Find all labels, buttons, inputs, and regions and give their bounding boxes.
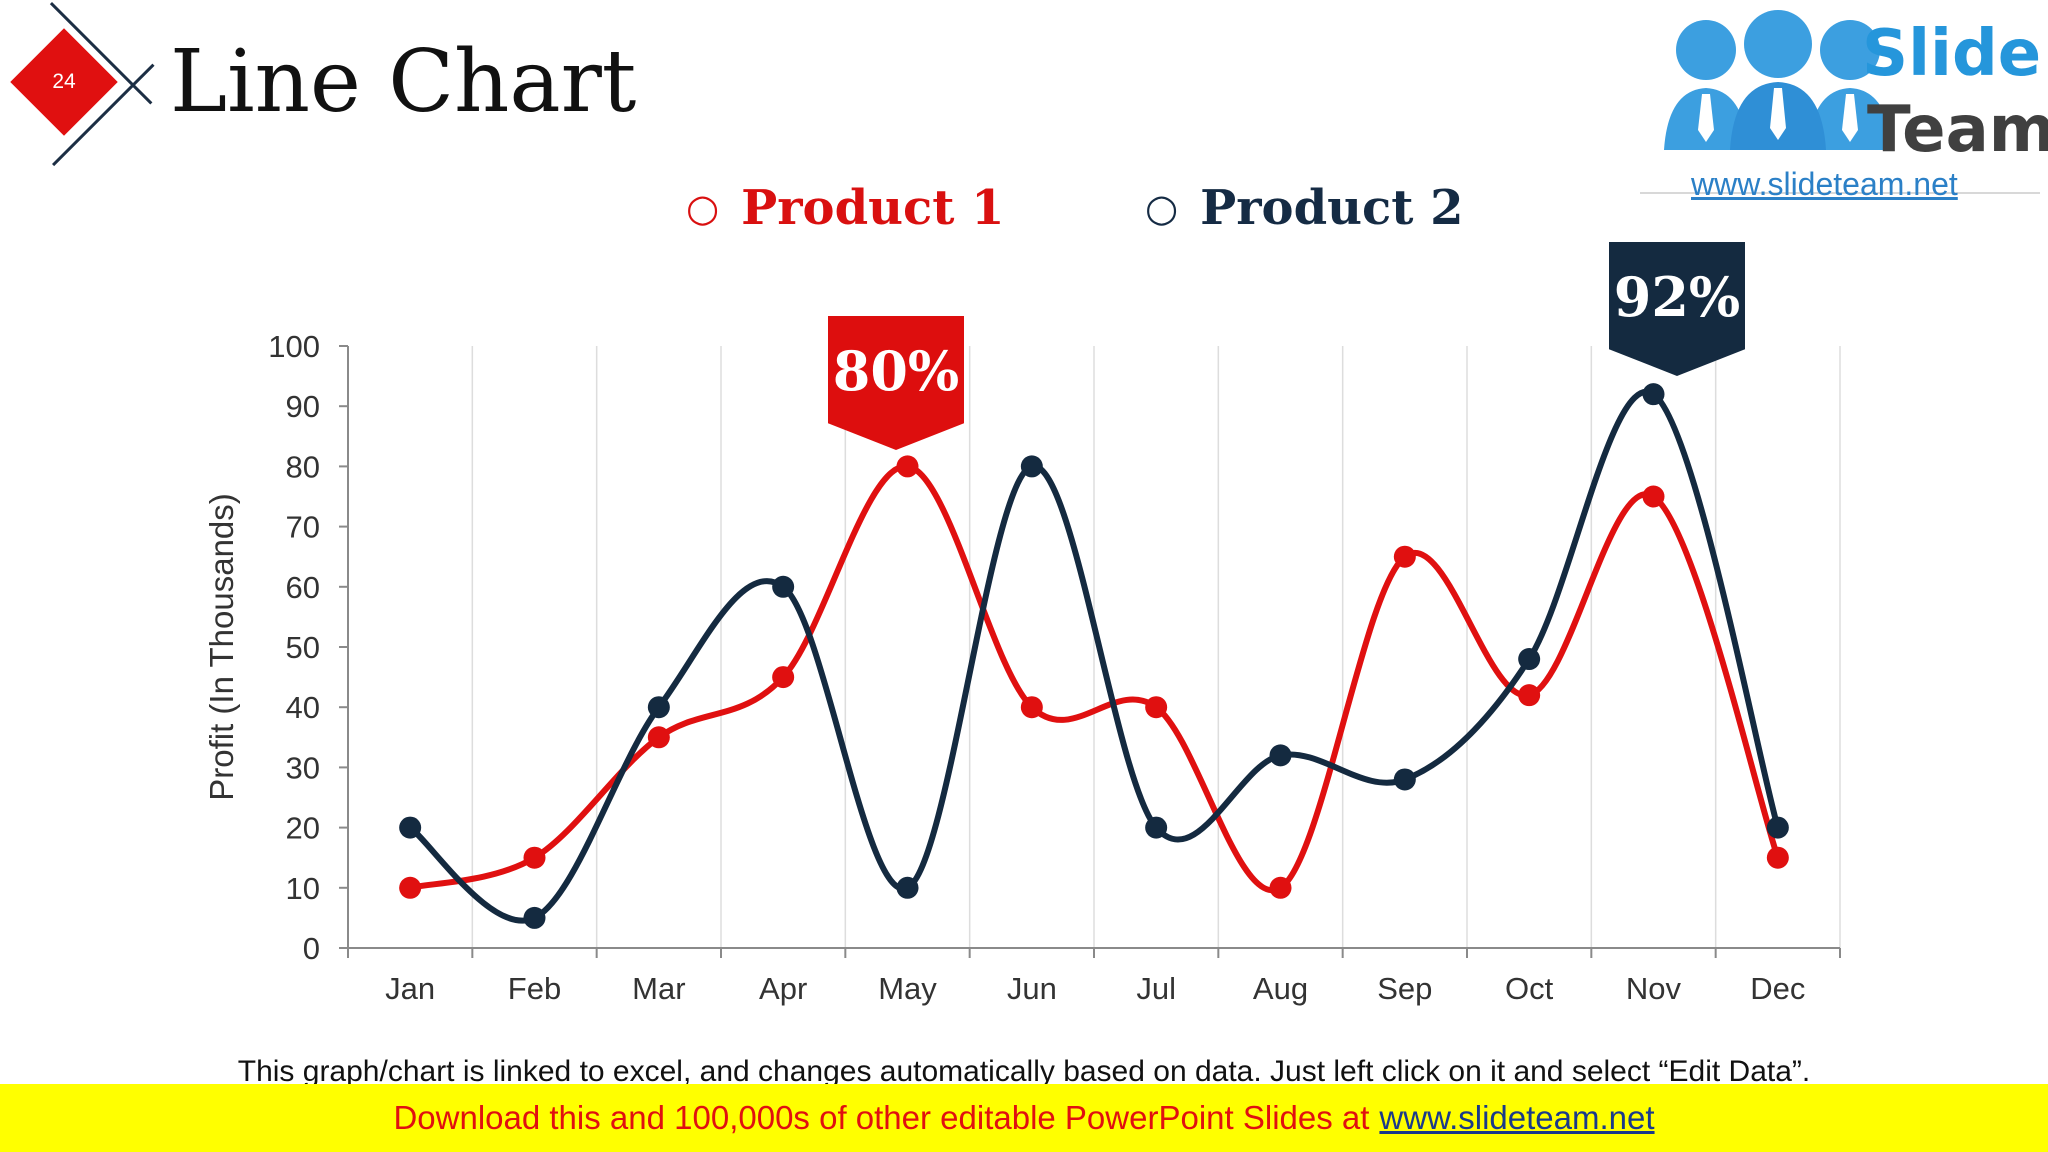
product1-data-point	[1766, 846, 1789, 869]
legend-marker-product1: ○	[686, 186, 720, 230]
y-tick-label: 80	[286, 449, 320, 484]
download-banner: Download this and 100,000s of other edit…	[0, 1084, 2048, 1152]
product2-data-point	[1020, 455, 1043, 478]
y-tick-label: 100	[268, 329, 320, 364]
x-tick-label: Feb	[508, 971, 561, 1006]
y-tick-label: 60	[286, 570, 320, 605]
logo-slide-text: Slide	[1862, 17, 2042, 91]
product2-data-point	[399, 816, 422, 839]
product2-data-point	[1269, 744, 1292, 767]
product1-data-point	[1269, 876, 1292, 899]
product1-data-point	[523, 846, 546, 869]
legend-label-product1: Product 1	[741, 180, 1005, 236]
product1-data-point	[1393, 545, 1416, 568]
product2-peak-label: 92%	[1613, 265, 1741, 329]
legend-item-product2: ○ Product 2	[1145, 176, 1464, 240]
product1-data-point	[647, 726, 670, 749]
x-tick-label: Dec	[1750, 971, 1805, 1006]
product2-data-point	[1145, 816, 1168, 839]
slide-number: 24	[52, 70, 76, 93]
x-tick-label: Aug	[1253, 971, 1308, 1006]
y-tick-label: 20	[286, 811, 320, 846]
logo-url-link[interactable]: www.slideteam.net	[1691, 166, 1958, 202]
product2-data-point	[1518, 648, 1541, 671]
chart-caption: This graph/chart is linked to excel, and…	[237, 1055, 1811, 1088]
product1-peak-callout: 80%	[828, 316, 964, 450]
product1-peak-label: 80%	[832, 339, 960, 403]
x-tick-label: Jul	[1136, 971, 1176, 1006]
y-tick-label: 90	[286, 389, 320, 424]
x-tick-label: Nov	[1626, 971, 1682, 1006]
people-icon	[1664, 10, 1888, 150]
product2-peak-callout: 92%	[1609, 242, 1745, 376]
product2-data-point	[1393, 768, 1416, 791]
legend-label-product2: Product 2	[1200, 180, 1464, 236]
y-tick-label: 10	[286, 871, 320, 906]
x-tick-label: Sep	[1377, 971, 1432, 1006]
logo-team-text: Team	[1867, 93, 2048, 167]
product1-data-point	[1145, 696, 1168, 719]
legend-item-product1: ○ Product 1	[686, 176, 1005, 240]
page-title: Line Chart	[170, 32, 637, 132]
product1-data-point	[1020, 696, 1043, 719]
logo-divider	[1640, 192, 2040, 194]
y-tick-label: 50	[286, 630, 320, 665]
line-chart: 0 10 20 30 40 50 60 70 80 90 100 Jan Feb Mar Apr May Jun…	[203, 329, 1841, 1006]
slideteam-logo	[1640, 0, 2040, 200]
product1-data-point	[772, 666, 795, 689]
product2-data-point	[1766, 816, 1789, 839]
y-tick-label: 0	[303, 931, 320, 966]
product2-data-point	[772, 575, 795, 598]
x-tick-label: Jun	[1007, 971, 1057, 1006]
y-axis-title: Profit (In Thousands)	[203, 493, 240, 801]
y-tick-label: 70	[286, 510, 320, 545]
download-banner-text: Download this and 100,000s of other edit…	[393, 1099, 1370, 1136]
x-tick-label: Oct	[1505, 971, 1554, 1006]
y-tick-label: 40	[286, 690, 320, 725]
legend-marker-product2: ○	[1145, 186, 1179, 230]
product2-data-point	[523, 906, 546, 929]
product1-data-point	[1642, 485, 1665, 508]
x-tick-label: Mar	[632, 971, 685, 1006]
product2-data-point	[1642, 383, 1665, 406]
x-tick-label: Apr	[759, 971, 807, 1006]
product1-data-point	[896, 455, 919, 478]
product2-data-point	[896, 876, 919, 899]
product2-data-point	[647, 696, 670, 719]
download-banner-link[interactable]: www.slideteam.net	[1379, 1099, 1655, 1136]
product1-data-point	[399, 876, 422, 899]
x-tick-label: May	[878, 971, 937, 1006]
y-tick-label: 30	[286, 750, 320, 785]
product1-data-point	[1518, 684, 1541, 707]
x-tick-label: Jan	[385, 971, 435, 1006]
